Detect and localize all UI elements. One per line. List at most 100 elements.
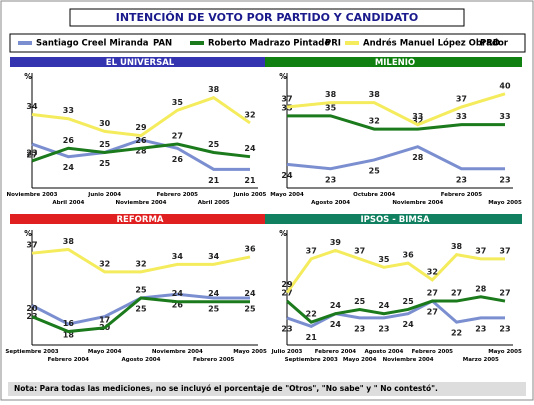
x-tick-label: Febrero 2005 (441, 192, 483, 198)
data-label: 25 (369, 166, 381, 175)
data-label: 33 (412, 112, 423, 121)
x-tick-label: Mayo 2005 (233, 349, 267, 355)
data-label: 34 (26, 102, 38, 111)
x-tick-label: Mayo 2004 (270, 192, 304, 198)
series-line (31, 138, 250, 171)
data-label: 25 (135, 285, 147, 294)
x-tick-label: Junio 2004 (87, 192, 121, 198)
x-tick-label: Agosto 2004 (364, 349, 403, 355)
y-axis-label: % (24, 229, 32, 238)
data-label: 28 (135, 146, 147, 155)
data-label: 29 (281, 280, 293, 289)
page-title: INTENCIÓN DE VOTO POR PARTIDO Y CANDIDAT… (116, 11, 419, 24)
data-label: 20 (26, 304, 38, 313)
x-tick-label: Noviembre 2004 (383, 357, 434, 363)
series-line (286, 295, 506, 324)
series-line (31, 142, 251, 163)
y-axis-label: % (279, 72, 287, 81)
panel-header (10, 57, 267, 67)
data-label: 37 (281, 95, 292, 104)
data-label: 37 (354, 246, 365, 255)
data-label: 37 (306, 246, 317, 255)
data-label: 25 (135, 304, 147, 313)
data-label: 24 (244, 289, 256, 298)
data-label: 28 (412, 153, 424, 162)
x-tick-label: Febrero 2005 (157, 192, 199, 198)
data-label: 29 (135, 123, 147, 132)
x-tick-label: Abril 2004 (52, 200, 84, 206)
x-tick-label: Mayo 2004 (88, 349, 122, 355)
x-tick-label: Noviembre 2004 (116, 200, 167, 206)
data-label: 25 (208, 140, 220, 149)
data-label: 35 (325, 103, 337, 112)
x-tick-label: Septiembre 2003 (5, 349, 58, 355)
data-label: 23 (354, 324, 365, 333)
x-tick-label: Octubre 2004 (353, 192, 395, 198)
data-label: 33 (456, 112, 467, 121)
data-label: 16 (63, 319, 75, 328)
data-label: 25 (99, 159, 111, 168)
legend-party: PRD (480, 39, 500, 49)
panel-title: MILENIO (375, 58, 415, 68)
data-label: 24 (244, 144, 256, 153)
x-tick-label: Abril 2005 (198, 200, 230, 206)
data-label: 37 (499, 246, 510, 255)
data-label: 21 (306, 333, 318, 342)
x-tick-label: Agosto 2004 (122, 357, 161, 363)
legend-box (9, 33, 526, 53)
x-tick-label: Noviembre 2003 (7, 192, 58, 198)
x-tick-label: Febrero 2005 (412, 349, 454, 355)
y-axis-label: % (279, 229, 287, 238)
data-label: 24 (172, 289, 184, 298)
data-label: 22 (306, 310, 317, 319)
data-label: 37 (475, 246, 486, 255)
data-label: 23 (499, 175, 510, 184)
series-line (31, 95, 251, 138)
x-tick-label: Noviembre 2004 (152, 349, 203, 355)
data-label: 24 (208, 289, 220, 298)
series-line (286, 299, 505, 328)
data-label: 25 (403, 297, 415, 306)
data-label: 32 (369, 117, 380, 126)
data-label: 23 (26, 148, 37, 157)
data-label: 23 (26, 312, 37, 321)
data-label: 25 (244, 304, 256, 313)
data-label: 25 (354, 297, 366, 306)
series-line (285, 248, 505, 294)
y-axis-label: % (24, 72, 32, 81)
data-label: 24 (330, 320, 342, 329)
data-label: 35 (378, 255, 390, 264)
data-label: 32 (412, 117, 423, 126)
data-label: 32 (135, 259, 146, 268)
x-tick-label: Noviembre 2004 (392, 200, 443, 206)
data-label: 17 (99, 315, 110, 324)
data-label: 24 (330, 301, 342, 310)
data-label: 24 (63, 163, 75, 172)
legend-party: PRI (325, 39, 341, 49)
panel-title: IPSOS - BIMSA (360, 215, 430, 225)
data-label: 23 (456, 175, 467, 184)
panel-title: EL UNIVERSAL (106, 58, 175, 68)
series-line (287, 114, 505, 131)
x-tick-label: Mayo 2004 (343, 357, 377, 363)
title-box (69, 8, 465, 27)
data-label: 25 (99, 140, 111, 149)
x-tick-label: Junio 2005 (233, 192, 267, 198)
data-label: 23 (378, 324, 389, 333)
series-line (31, 296, 250, 334)
data-label: 18 (63, 331, 75, 340)
panel-header (265, 214, 522, 224)
data-label: 38 (325, 90, 337, 99)
panel-header (10, 214, 267, 224)
data-label: 36 (403, 251, 415, 260)
data-label: 23 (499, 324, 510, 333)
data-label: 32 (99, 259, 110, 268)
data-label: 26 (63, 136, 75, 145)
series-line (286, 92, 506, 127)
note-bar (8, 382, 526, 396)
x-tick-label: Julio 2003 (271, 349, 303, 355)
note: Nota: Para todas las mediciones, no se i… (14, 384, 438, 393)
series-line (286, 145, 505, 171)
legend-label: Roberto Madrazo Pintado (208, 39, 330, 49)
